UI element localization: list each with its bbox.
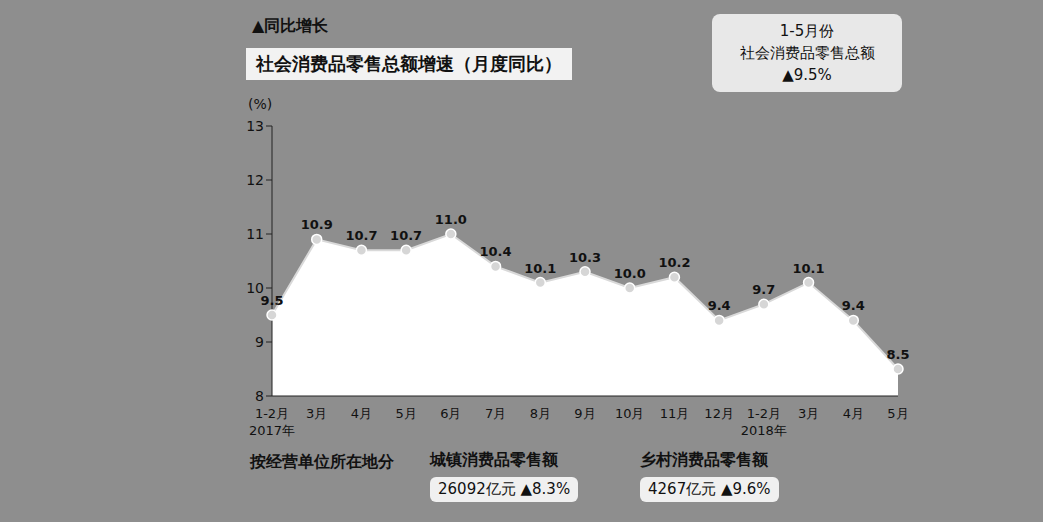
- html-text:26092亿元 ▲8.3%: 26092亿元 ▲8.3%: [438, 480, 571, 498]
- svg-text:4月: 4月: [351, 406, 372, 421]
- svg-text:10.1: 10.1: [524, 261, 556, 276]
- svg-text:10: 10: [246, 280, 264, 296]
- html-text:乡村消费品零售额: 乡村消费品零售额: [640, 450, 768, 469]
- svg-text:10.2: 10.2: [658, 255, 690, 270]
- html-text:1-5月份: 1-5月份: [779, 22, 835, 40]
- svg-text:1-2月: 1-2月: [255, 406, 289, 421]
- svg-text:2017年: 2017年: [249, 423, 295, 438]
- svg-text:10.7: 10.7: [390, 228, 422, 243]
- svg-text:8: 8: [255, 388, 264, 404]
- svg-text:10.3: 10.3: [569, 250, 601, 265]
- svg-text:9.4: 9.4: [708, 298, 731, 313]
- svg-text:11月: 11月: [660, 406, 690, 421]
- svg-text:2018年: 2018年: [741, 423, 787, 438]
- svg-text:9: 9: [255, 334, 264, 350]
- html-text:4267亿元 ▲9.6%: 4267亿元 ▲9.6%: [648, 480, 771, 498]
- html-text:▲9.5%: ▲9.5%: [782, 66, 832, 84]
- svg-text:10.7: 10.7: [345, 228, 377, 243]
- svg-text:5月: 5月: [887, 406, 908, 421]
- svg-text:10月: 10月: [615, 406, 645, 421]
- svg-text:10.0: 10.0: [614, 266, 646, 281]
- svg-text:8.5: 8.5: [886, 347, 909, 362]
- svg-text:8月: 8月: [530, 406, 551, 421]
- html-text:按经营单位所在地分: 按经营单位所在地分: [250, 452, 394, 471]
- svg-text:3月: 3月: [798, 406, 819, 421]
- svg-text:11.0: 11.0: [435, 212, 467, 227]
- svg-text:4月: 4月: [843, 406, 864, 421]
- html-text:▲同比增长: ▲同比增长: [252, 16, 329, 35]
- svg-text:13: 13: [246, 118, 264, 134]
- svg-text:1-2月: 1-2月: [747, 406, 781, 421]
- svg-text:9.5: 9.5: [260, 293, 283, 308]
- svg-text:9.4: 9.4: [842, 298, 865, 313]
- html-text:城镇消费品零售额: 城镇消费品零售额: [430, 450, 558, 469]
- svg-text:3月: 3月: [306, 406, 327, 421]
- svg-text:9月: 9月: [574, 406, 595, 421]
- svg-text:11: 11: [246, 226, 264, 242]
- svg-text:10.1: 10.1: [793, 261, 825, 276]
- svg-text:9.7: 9.7: [752, 282, 775, 297]
- svg-text:6月: 6月: [440, 406, 461, 421]
- html-text:社会消费品零售总额增速（月度同比）: 社会消费品零售总额增速（月度同比）: [256, 53, 562, 74]
- svg-text:5月: 5月: [396, 406, 417, 421]
- svg-text:10.9: 10.9: [301, 217, 333, 232]
- svg-text:10.4: 10.4: [480, 244, 512, 259]
- html-text:社会消费品零售总额: 社会消费品零售总额: [739, 44, 875, 62]
- svg-text:12: 12: [246, 172, 264, 188]
- svg-text:12月: 12月: [704, 406, 734, 421]
- svg-text:7月: 7月: [485, 406, 506, 421]
